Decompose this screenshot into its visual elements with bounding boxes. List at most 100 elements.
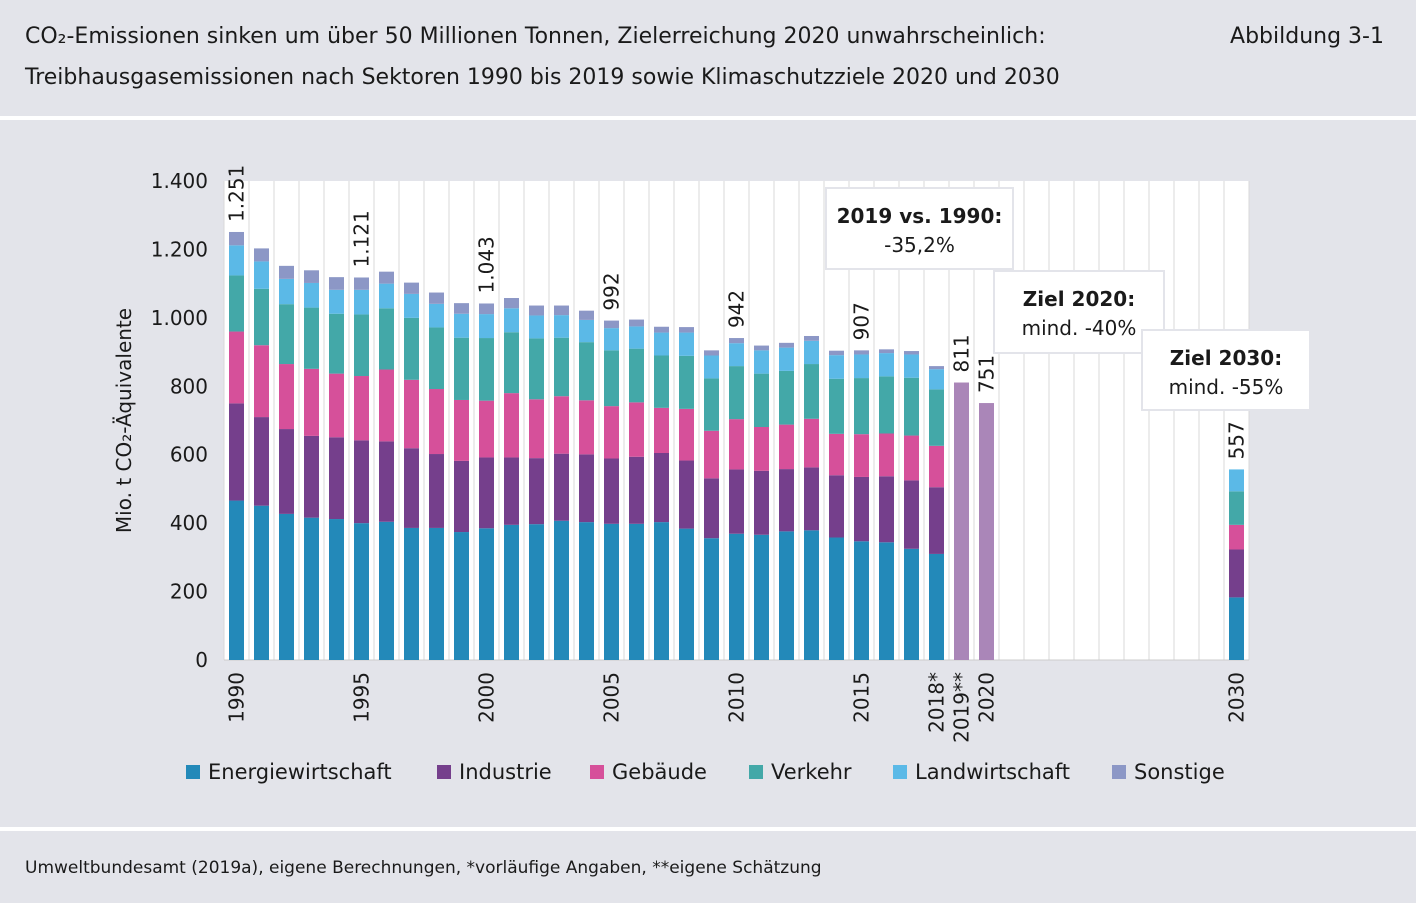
bar-segment-2003-verkehr [554, 337, 569, 397]
legend-label: Landwirtschaft [915, 760, 1070, 784]
bar-segment-2005-verkehr [604, 350, 619, 407]
bar-segment-1992-verkehr [279, 304, 294, 365]
bar-segment-2003-landwirtschaft [554, 315, 569, 338]
bar-segment-1995-industrie [354, 440, 369, 524]
bar-segment-2006-landwirtschaft [629, 326, 644, 349]
bar-segment-1993-landwirtschaft [304, 282, 319, 308]
legend-swatch [1112, 765, 1126, 779]
x-tick-label: 2005 [600, 672, 624, 723]
x-tick-label: 2030 [1225, 672, 1249, 723]
bar-segment-1995-gebäude [354, 376, 369, 441]
x-tick-label: 2000 [475, 672, 499, 723]
bar-segment-2011-landwirtschaft [754, 350, 769, 374]
bar-segment-2014-gebäude [829, 433, 844, 476]
bar-segment-1993-energiewirtschaft [304, 517, 319, 660]
bar-segment-2002-industrie [529, 458, 544, 525]
bar-segment-1996-sonstige [379, 271, 394, 284]
annotation-title: 2019 vs. 1990: [837, 204, 1003, 228]
bar-segment-2004-gebäude [579, 400, 594, 455]
bar-segment-2017-sonstige [904, 351, 919, 355]
bar-segment-2014-verkehr [829, 378, 844, 434]
bar-segment-2001-gebäude [504, 393, 519, 458]
bar-segment-2012-gebäude [779, 424, 794, 470]
bar-segment-2000-energiewirtschaft [479, 528, 494, 660]
bar-value-label: 1.251 [225, 165, 249, 222]
bar-segment-1997-verkehr [404, 317, 419, 380]
bar-segment-1991-landwirtschaft [254, 261, 269, 289]
bar-segment-2018-energiewirtschaft [929, 553, 944, 660]
bar-segment-2018-verkehr [929, 389, 944, 446]
bar-segment-2011-industrie [754, 470, 769, 535]
bar-segment-2013-verkehr [804, 364, 819, 419]
legend-label: Verkehr [771, 760, 852, 784]
bar-segment-2030-landwirtschaft [1229, 469, 1244, 492]
bar-segment-2012-sonstige [779, 342, 794, 348]
bar-segment-1991-sonstige [254, 248, 269, 262]
bar-segment-2004-landwirtschaft [579, 319, 594, 343]
y-axis-label: Mio. t CO₂-Äquivalente [112, 308, 136, 533]
legend-label: Sonstige [1134, 760, 1225, 784]
bar-segment-2030-gebäude [1229, 524, 1244, 550]
bar-segment-2003-energiewirtschaft [554, 520, 569, 660]
bar-segment-1991-gebäude [254, 345, 269, 418]
x-tick-label: 1995 [350, 672, 374, 723]
bar-segment-1993-gebäude [304, 368, 319, 436]
bar-segment-1992-energiewirtschaft [279, 513, 294, 660]
bar-segment-1992-sonstige [279, 265, 294, 279]
bar-segment-2013-industrie [804, 467, 819, 531]
bar-value-label: 811 [950, 334, 974, 372]
bar-value-label: 1.043 [475, 236, 499, 293]
bar-segment-2000-industrie [479, 457, 494, 529]
bar-segment-2004-energiewirtschaft [579, 522, 594, 660]
bar-segment-2000-verkehr [479, 338, 494, 401]
bar-segment-2001-verkehr [504, 332, 519, 394]
bar-segment-1990-gebäude [229, 331, 244, 404]
bar-segment-1997-sonstige [404, 282, 419, 294]
bar-segment-2014-sonstige [829, 350, 844, 356]
bar-2019 [954, 382, 969, 660]
annotation-value: -35,2% [884, 233, 955, 257]
bar-segment-2012-industrie [779, 469, 794, 532]
bar-segment-1997-landwirtschaft [404, 293, 419, 318]
bar-segment-2015-landwirtschaft [854, 354, 869, 379]
bar-segment-2010-sonstige [729, 338, 744, 344]
bar-segment-1994-industrie [329, 437, 344, 520]
bar-segment-1992-industrie [279, 429, 294, 514]
bar-segment-2002-energiewirtschaft [529, 524, 544, 660]
legend-label: Energiewirtschaft [208, 760, 392, 784]
bar-segment-2003-sonstige [554, 305, 569, 316]
bar-segment-1990-landwirtschaft [229, 245, 244, 276]
bar-segment-2016-gebäude [879, 433, 894, 477]
bar-segment-2008-industrie [679, 460, 694, 529]
bar-segment-1996-landwirtschaft [379, 283, 394, 309]
bar-segment-2006-verkehr [629, 348, 644, 403]
bar-segment-1999-verkehr [454, 337, 469, 400]
bar-segment-2018-landwirtschaft [929, 369, 944, 390]
bar-segment-2000-landwirtschaft [479, 314, 494, 339]
bar-segment-1993-sonstige [304, 270, 319, 283]
bar-value-label: 942 [725, 290, 749, 328]
annotation-box [1141, 329, 1311, 411]
bar-segment-2010-industrie [729, 469, 744, 534]
bar-segment-2018-gebäude [929, 445, 944, 488]
bar-segment-2002-gebäude [529, 399, 544, 459]
bar-segment-2001-sonstige [504, 298, 519, 309]
bar-segment-1999-sonstige [454, 303, 469, 314]
bar-segment-1999-gebäude [454, 399, 469, 461]
legend-swatch [893, 765, 907, 779]
x-tick-label: 2010 [725, 672, 749, 723]
bar-segment-2007-industrie [654, 453, 669, 523]
header-divider [0, 116, 1416, 120]
legend-label: Industrie [459, 760, 552, 784]
bar-segment-2008-landwirtschaft [679, 332, 694, 356]
bar-segment-2001-landwirtschaft [504, 308, 519, 333]
legend-swatch [749, 765, 763, 779]
bar-segment-2009-energiewirtschaft [704, 538, 719, 660]
bar-segment-2005-sonstige [604, 320, 619, 329]
bar-segment-1991-industrie [254, 417, 269, 506]
annotation-box [825, 187, 1014, 270]
header: CO₂-Emissionen sinken um über 50 Million… [0, 0, 1416, 116]
bar-segment-2006-energiewirtschaft [629, 523, 644, 660]
bar-segment-2017-verkehr [904, 377, 919, 436]
bar-segment-2012-energiewirtschaft [779, 531, 794, 660]
